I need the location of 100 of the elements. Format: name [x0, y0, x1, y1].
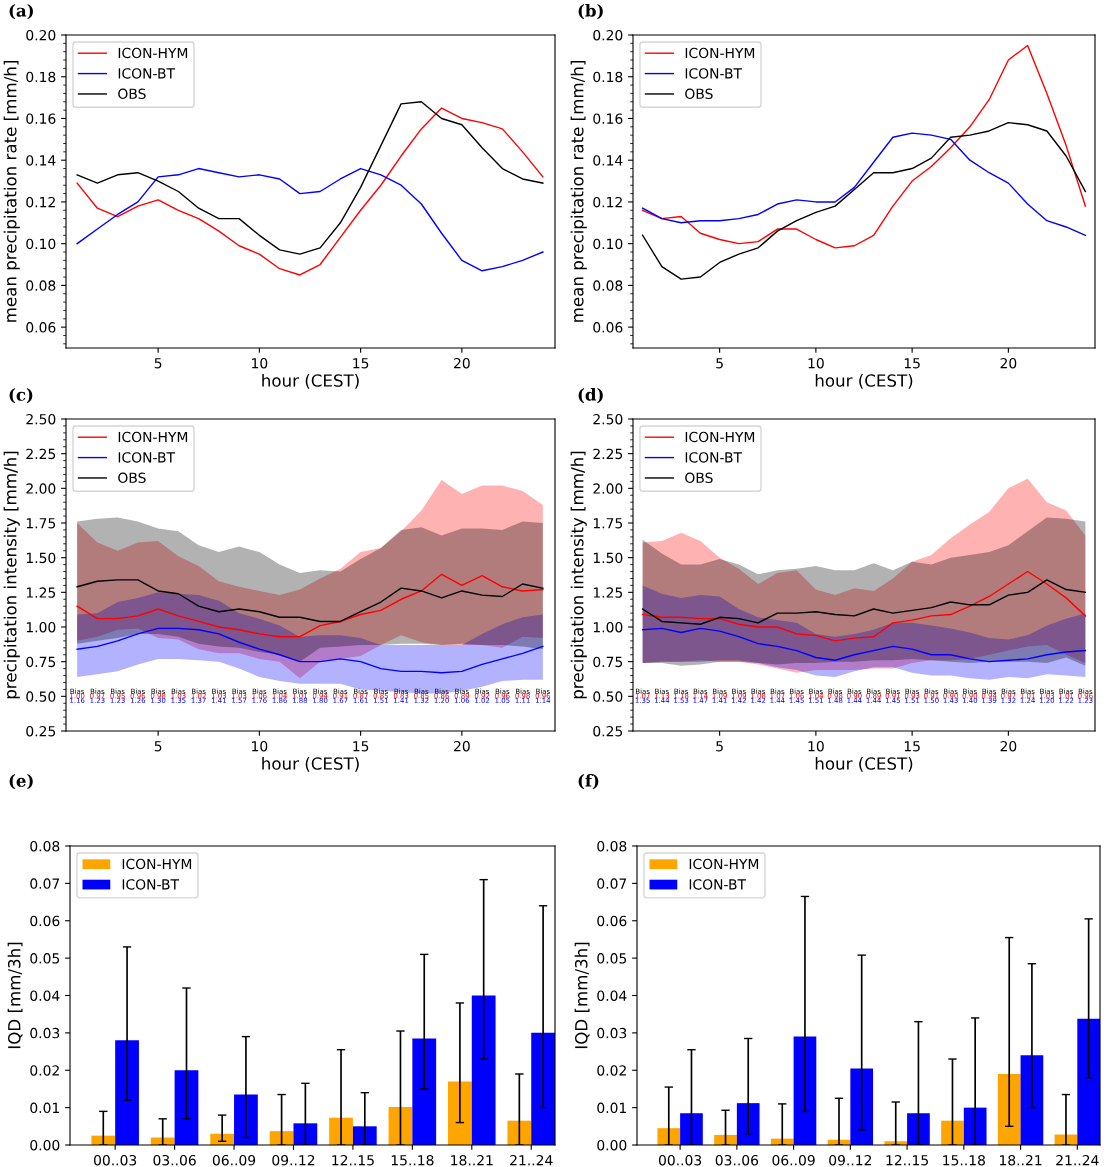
y-tick-label: 1.00	[593, 621, 623, 633]
y-tick-label: 2.50	[26, 413, 56, 425]
bar	[507, 1120, 532, 1145]
y-tick-label: 0.12	[26, 196, 55, 208]
bar	[736, 1103, 760, 1145]
y-tick-label: 0.00	[30, 1139, 60, 1151]
x-tick-label: 18..21	[1000, 1154, 1042, 1166]
line-series	[76, 579, 544, 623]
y-tick-label: 0.20	[593, 29, 623, 41]
x-tick-label: 10	[808, 740, 824, 752]
x-tick-label: 20	[1000, 740, 1017, 752]
chart-title: (f)	[578, 773, 599, 790]
y-tick-label: 0.03	[597, 1027, 627, 1039]
x-tick-label: 5	[716, 741, 723, 752]
x-axis-title: hour (CEST)	[262, 756, 359, 772]
legend-label: ICON-BT	[118, 452, 176, 463]
x-tick-label: 10	[252, 740, 268, 752]
y-tick-label: 1.50	[593, 552, 623, 564]
x-tick-label: 15	[904, 741, 920, 752]
y-axis-title: precipitation intensity [mm/h]	[570, 451, 587, 699]
y-tick-label: 0.20	[26, 29, 56, 41]
line-series	[641, 121, 1087, 280]
x-tick-label: 21..24	[1056, 1154, 1099, 1166]
bar	[657, 1128, 681, 1145]
bar	[234, 1094, 258, 1145]
y-tick-label: 0.01	[597, 1102, 626, 1114]
bar	[997, 1073, 1021, 1145]
y-tick-label: 1.75	[593, 518, 623, 529]
legend-label: ICON-HYM	[118, 47, 188, 59]
x-tick-label: 09..12	[829, 1154, 872, 1166]
y-tick-label: 0.12	[593, 196, 622, 208]
bar	[714, 1134, 737, 1145]
bar	[329, 1117, 353, 1145]
bar	[269, 1131, 294, 1145]
y-tick-label: 0.00	[597, 1139, 627, 1151]
y-tick-label: 2.00	[593, 483, 623, 494]
y-axis-title: IQD [mm/3h]	[574, 942, 590, 1049]
x-tick-label: 5	[716, 358, 723, 369]
line-series	[76, 107, 544, 276]
chart-title: (d)	[578, 387, 603, 404]
y-tick-label: 0.06	[30, 915, 60, 927]
legend-label: ICON-BT	[118, 68, 176, 79]
y-tick-label: 0.08	[30, 840, 60, 852]
legend-label: OBS	[685, 88, 713, 100]
y-tick-label: 0.02	[30, 1065, 59, 1076]
y-tick-label: 1.00	[26, 621, 56, 633]
bar	[963, 1107, 987, 1145]
y-tick-label: 2.00	[26, 483, 56, 494]
y-tick-label: 0.10	[593, 238, 623, 250]
y-tick-label: 0.05	[597, 953, 627, 964]
y-tick-label: 0.02	[597, 1065, 626, 1076]
bar	[293, 1123, 318, 1145]
bar	[793, 1036, 817, 1145]
x-tick-label: 5	[154, 741, 162, 752]
x-tick-label: 15	[353, 358, 369, 369]
bar	[1020, 1055, 1044, 1145]
y-tick-label: 0.04	[30, 990, 60, 1001]
x-tick-label: 20	[454, 740, 470, 752]
y-tick-label: 0.25	[26, 725, 56, 737]
bar	[115, 1040, 139, 1145]
legend-label: ICON-BT	[689, 879, 747, 890]
line-series	[641, 44, 1087, 249]
chart-title: (c)	[9, 387, 33, 404]
bar	[448, 1081, 472, 1145]
bar	[907, 1113, 930, 1145]
x-tick-label: 20	[454, 357, 470, 369]
y-axis-title: IQD [mm/3h]	[7, 942, 23, 1049]
y-tick-label: 0.10	[26, 238, 56, 250]
y-tick-label: 1.25	[26, 587, 56, 598]
x-axis-title: hour (CEST)	[815, 373, 913, 389]
x-tick-label: 18..21	[451, 1154, 493, 1166]
bar	[680, 1113, 703, 1145]
legend-label: ICON-BT	[685, 68, 743, 79]
legend-label: ICON-HYM	[118, 431, 188, 443]
legend-label: ICON-HYM	[689, 858, 759, 870]
y-tick-label: 2.25	[593, 448, 623, 460]
y-tick-label: 0.16	[593, 113, 623, 124]
y-tick-label: 0.06	[593, 322, 623, 333]
x-tick-label: 09..12	[272, 1154, 315, 1166]
y-tick-label: 0.75	[26, 656, 56, 668]
x-tick-label: 21..24	[510, 1154, 553, 1166]
line-series	[641, 627, 1087, 663]
x-tick-label: 00..03	[94, 1154, 137, 1166]
y-tick-label: 0.08	[597, 840, 627, 852]
y-tick-label: 0.16	[26, 113, 56, 124]
y-tick-label: 0.06	[26, 322, 56, 333]
bar	[352, 1126, 377, 1145]
x-tick-label: 15..18	[943, 1154, 985, 1166]
x-tick-label: 03..06	[715, 1154, 759, 1166]
bar	[1077, 1018, 1100, 1145]
x-axis-title: hour (CEST)	[815, 756, 913, 772]
x-tick-label: 06..09	[772, 1154, 815, 1166]
line-series	[76, 101, 544, 255]
x-tick-label: 5	[154, 358, 162, 369]
y-tick-label: 0.01	[30, 1102, 59, 1114]
legend-label: ICON-BT	[685, 452, 743, 463]
line-series	[76, 573, 544, 638]
y-axis-title: mean precipitation rate [mm/h]	[570, 61, 587, 322]
y-tick-label: 0.03	[30, 1027, 60, 1039]
y-tick-label: 0.07	[30, 878, 60, 889]
